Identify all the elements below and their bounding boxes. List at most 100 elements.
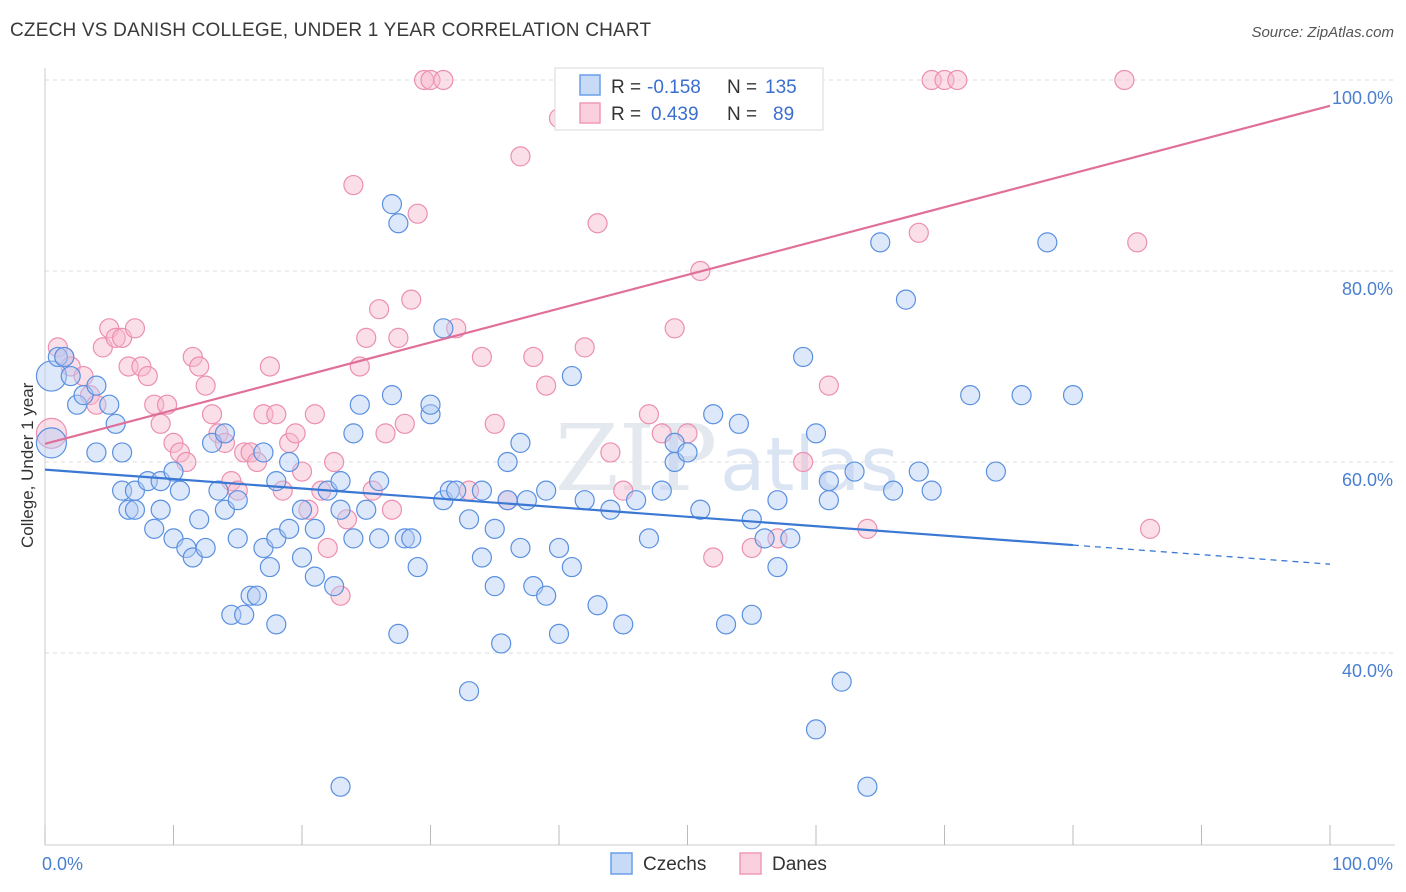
czechs-point-42 [279, 518, 300, 539]
czechs-point-92 [638, 528, 660, 549]
czechs-point-37 [253, 442, 274, 463]
czechs-point-104 [767, 556, 788, 578]
czechs-point-106 [780, 528, 801, 549]
czechs-point-54 [356, 499, 377, 520]
czechs-point-29 [214, 423, 235, 444]
czechs-point-129 [349, 394, 370, 415]
czechs-point-10 [86, 442, 107, 463]
y-tick-label-1: 60.0% [1342, 470, 1393, 490]
y-tick-label-3: 100.0% [1332, 88, 1393, 108]
y-tick-label-0: 40.0% [1342, 661, 1393, 681]
czechs-point-75 [497, 490, 518, 511]
czechs-point-123 [1037, 232, 1058, 253]
czechs-point-19 [150, 499, 171, 520]
czechs-point-97 [690, 499, 711, 520]
czechs-point-28 [208, 480, 229, 501]
danes-point-51 [375, 423, 396, 444]
danes-point-43 [324, 451, 345, 473]
bottom-legend-czechs-label: Czechs [643, 854, 706, 875]
czechs-point-108 [805, 423, 827, 444]
danes-point-46 [343, 174, 364, 196]
czechs-point-64 [433, 318, 454, 339]
danes-point-33 [259, 356, 280, 377]
czechs-point-112 [831, 671, 852, 692]
danes-point-34 [266, 404, 287, 425]
czechs-point-99 [715, 614, 737, 635]
x-tick-label-1: 100.0% [1332, 854, 1393, 874]
legend-czechs-swatch [579, 74, 601, 96]
czechs-point-125 [381, 194, 403, 215]
czechs-point-107 [793, 346, 814, 368]
danes-point-71 [587, 213, 608, 234]
czechs-point-115 [870, 232, 891, 253]
danes-point-23 [195, 375, 216, 396]
czechs-point-36 [246, 585, 268, 606]
czechs-point-90 [613, 614, 634, 635]
czechs-point-55 [369, 471, 390, 492]
czechs-point-76 [497, 451, 518, 473]
czechs-point-63 [420, 394, 441, 415]
czechs-point-60 [401, 528, 422, 549]
danes-point-67 [536, 375, 557, 396]
czechs-point-8 [99, 394, 120, 415]
legend-czechs-r-value: -0.158 [647, 77, 701, 98]
danes-point-91 [1127, 232, 1148, 253]
danes-point-37 [285, 423, 306, 444]
watermark: ZIP atlas [555, 405, 899, 512]
danes-point-65 [510, 146, 531, 167]
danes-point-92 [1139, 518, 1161, 539]
legend-danes-r-value: 0.439 [651, 104, 699, 125]
czechs-point-77 [510, 432, 531, 453]
danes-point-56 [407, 203, 428, 224]
czechs-point-79 [516, 490, 537, 511]
czechs-point-18 [144, 518, 165, 539]
legend-danes-r-label: R = [611, 104, 641, 125]
czechs-point-69 [458, 509, 480, 530]
bottom-legend-danes-label: Danes [772, 854, 827, 875]
czechs-point-110 [818, 490, 839, 511]
czechs-point-113 [844, 461, 865, 482]
czechs-point-118 [908, 461, 929, 482]
czechs-point-101 [741, 509, 762, 530]
y-axis-title: College, Under 1 year [18, 382, 37, 548]
danes-point-39 [298, 499, 319, 520]
legend-danes-n-value: 89 [773, 104, 794, 125]
czechs-point-68 [458, 681, 480, 702]
danes-point-14 [137, 365, 158, 387]
czechs-point-31 [227, 490, 248, 511]
czechs-point-126 [388, 213, 409, 234]
danes-trend-line [44, 104, 1331, 445]
danes-point-48 [356, 327, 377, 348]
y-tick-label-2: 80.0% [1342, 279, 1393, 299]
czechs-point-47 [304, 518, 325, 539]
czechs-point-51 [330, 499, 351, 520]
danes-point-24 [201, 404, 223, 425]
czechs-point-96 [677, 442, 698, 463]
czechs-point-105 [767, 490, 788, 511]
czechs-trend-line [44, 468, 1074, 547]
czechs-point-91 [625, 490, 647, 511]
czechs-point-15 [124, 499, 146, 520]
danes-point-90 [1114, 69, 1135, 91]
danes-point-16 [150, 413, 171, 434]
czechs-trend-extension [1072, 544, 1331, 565]
czechs-point-59 [394, 528, 415, 549]
legend-czechs-n-value: 135 [765, 77, 797, 98]
danes-point-54 [394, 413, 415, 434]
czechs-point-102 [741, 604, 762, 625]
danes-point-50 [369, 299, 390, 320]
czechs-point-122 [1011, 385, 1032, 406]
danes-point-86 [908, 222, 929, 243]
danes-point-9 [105, 327, 126, 348]
czechs-point-78 [510, 537, 531, 559]
legend-box: R = -0.158 N = 135 R = 0.439 N = 89 [554, 67, 824, 131]
trend-lines [44, 104, 1331, 565]
danes-point-22 [189, 356, 210, 377]
legend-danes-swatch [579, 102, 601, 124]
danes-points [35, 69, 1161, 606]
danes-point-52 [381, 499, 403, 520]
czechs-point-73 [484, 576, 505, 597]
czechs-point-72 [484, 518, 505, 539]
czechs-point-22 [169, 480, 191, 501]
